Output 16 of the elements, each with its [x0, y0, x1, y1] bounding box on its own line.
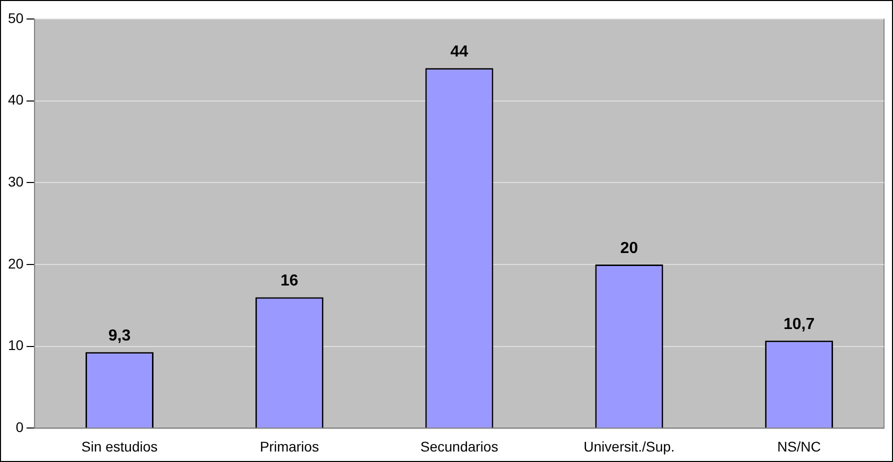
x-tick-label: Universit./Sup.	[584, 438, 675, 454]
data-label: 9,3	[108, 327, 131, 344]
x-tick-label: Secundarios	[420, 438, 498, 454]
y-tick-label: 30	[8, 174, 24, 190]
data-label: 16	[280, 272, 298, 290]
x-tick-label: Primarios	[260, 438, 319, 454]
y-tick-label: 50	[8, 10, 24, 26]
y-tick-label: 0	[16, 419, 24, 436]
x-tick-label: NS/NC	[777, 438, 821, 454]
data-label: 10,7	[783, 316, 815, 334]
x-tick-label: Sin estudios	[81, 438, 158, 454]
y-tick-label: 10	[8, 337, 24, 354]
data-label: 44	[450, 44, 468, 61]
data-label: 20	[620, 240, 638, 257]
y-tick-label: 40	[8, 92, 24, 108]
y-tick-label: 20	[8, 255, 24, 272]
